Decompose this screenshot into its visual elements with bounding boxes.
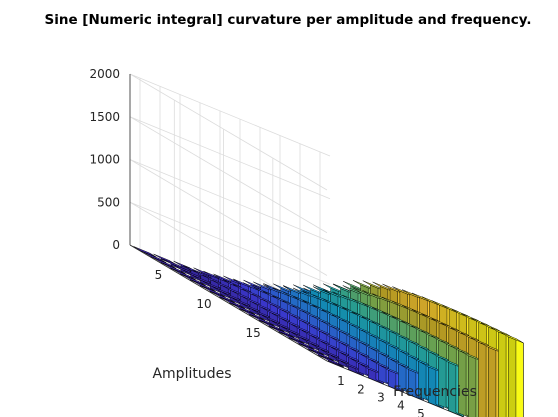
bar-top-face xyxy=(172,268,196,281)
y-tick-label: 5 xyxy=(155,268,163,282)
bar-top-face xyxy=(153,257,177,269)
y-axis-line xyxy=(129,244,328,362)
x-tick-label: 3 xyxy=(377,391,385,405)
z-tick-label: 0 xyxy=(112,238,120,252)
bar-top-face xyxy=(310,349,334,361)
x-tick-label: 6 xyxy=(437,415,445,417)
bar-top-face xyxy=(202,286,226,298)
x-tick-label: 2 xyxy=(357,382,365,396)
bar-top-face xyxy=(192,280,216,292)
ticks-layer: 05001000150020005101512345678910 xyxy=(89,67,445,417)
bar-top-face xyxy=(271,326,295,338)
z-tick-label: 1500 xyxy=(89,110,120,124)
bar-top-face xyxy=(500,332,524,344)
bar-top-face xyxy=(290,338,315,350)
bar-top-face xyxy=(133,246,157,258)
z-tick-label: 1000 xyxy=(89,153,120,167)
bar-top-face xyxy=(320,355,344,367)
z-tick-label: 500 xyxy=(97,195,120,209)
bar-top-face xyxy=(182,274,206,286)
y-tick-label: 10 xyxy=(196,297,211,311)
z-tick-label: 2000 xyxy=(89,67,120,81)
x-axis-label: Frequencies xyxy=(393,384,477,400)
chart-title: Sine [Numeric integral] curvature per am… xyxy=(44,12,531,28)
bar-top-face xyxy=(261,320,285,332)
bar-top-face xyxy=(162,263,187,275)
bar-top-face xyxy=(212,292,236,304)
bar xyxy=(320,355,344,368)
bar-top-face xyxy=(143,251,167,263)
x-tick-label: 4 xyxy=(397,399,405,413)
bar-top-face xyxy=(231,303,255,315)
y-axis-label: Amplitudes xyxy=(152,366,231,382)
bars-layer xyxy=(133,246,524,417)
bar-top-face xyxy=(222,297,246,309)
bar-top-face xyxy=(251,315,275,327)
x-tick-label: 1 xyxy=(337,374,345,388)
x-tick-label: 5 xyxy=(417,407,425,417)
y-tick-label: 15 xyxy=(246,326,261,340)
bar xyxy=(133,246,157,258)
bar-side-face xyxy=(515,338,524,417)
bar-top-face xyxy=(281,332,305,344)
bar-top-face xyxy=(241,309,265,321)
bar xyxy=(340,360,364,376)
bar-top-face xyxy=(300,344,324,356)
bar xyxy=(500,332,524,417)
